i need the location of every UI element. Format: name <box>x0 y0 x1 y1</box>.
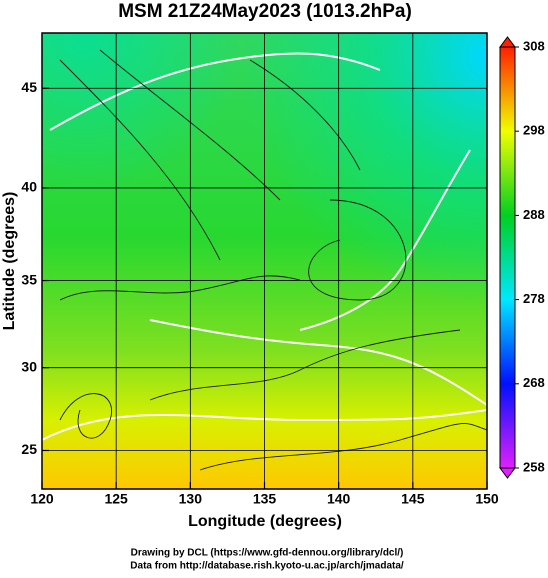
contours <box>42 52 487 441</box>
colorbar-extension-top <box>499 36 516 48</box>
colorbar-tick-label: 268 <box>523 375 545 390</box>
streamline <box>59 59 221 261</box>
streamline <box>59 275 301 301</box>
streamline <box>59 393 112 439</box>
colorbar-tick-label: 278 <box>523 291 545 306</box>
x-tick-label: 150 <box>475 491 499 507</box>
y-axis-label: Latitude (degrees) <box>1 192 18 331</box>
x-tick-label: 145 <box>401 491 425 507</box>
contour <box>149 319 487 406</box>
y-tick-label: 40 <box>21 179 37 195</box>
streamline <box>249 59 361 171</box>
chart-title: MSM 21Z24May2023 (1013.2hPa) <box>118 1 412 22</box>
y-tick-label: 35 <box>21 271 37 287</box>
streamline <box>99 49 281 201</box>
y-tick-label: 30 <box>21 358 37 374</box>
credit-line: Data from http://database.rish.kyoto-u.a… <box>130 561 404 572</box>
streamline <box>149 329 461 401</box>
credit-line: Drawing by DCL (https://www.gfd-dennou.o… <box>131 548 404 559</box>
colorbar-extension-bottom <box>499 467 516 479</box>
contour <box>49 52 381 131</box>
y-tick-label: 25 <box>21 441 37 457</box>
colorbar-tick-label: 288 <box>523 207 545 222</box>
x-tick-label: 120 <box>30 491 54 507</box>
colorbar-tick-label: 308 <box>523 38 545 53</box>
x-tick-label: 135 <box>253 491 277 507</box>
x-tick-label: 125 <box>104 491 128 507</box>
contour <box>299 149 471 331</box>
colorbar-tick-label: 258 <box>523 459 545 474</box>
x-tick-label: 140 <box>327 491 351 507</box>
colorbar <box>499 46 516 469</box>
streamlines <box>59 49 487 471</box>
y-tick-label: 45 <box>21 79 37 95</box>
contour <box>42 409 487 441</box>
x-tick-label: 130 <box>179 491 203 507</box>
x-axis-label: Longitude (degrees) <box>188 513 342 530</box>
streamline <box>199 423 487 471</box>
colorbar-tick-label: 298 <box>523 123 545 138</box>
streamline <box>308 199 407 301</box>
